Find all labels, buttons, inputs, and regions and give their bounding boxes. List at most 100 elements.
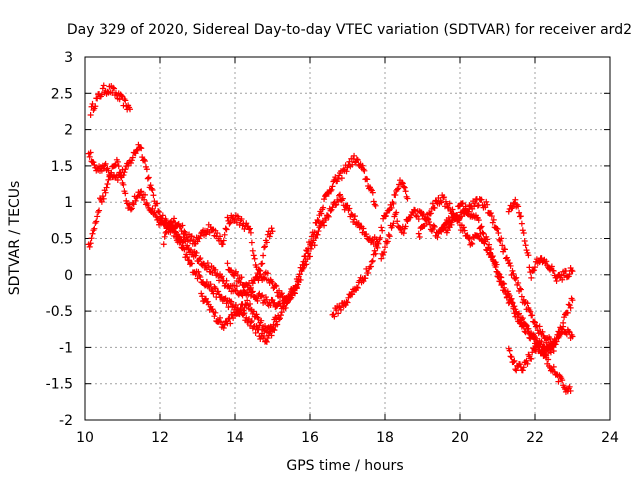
x-tick-label: 18 <box>376 430 394 446</box>
data-point <box>395 185 402 192</box>
data-point <box>91 161 98 168</box>
data-point <box>269 228 276 235</box>
data-point <box>416 234 423 241</box>
data-point <box>379 227 386 234</box>
data-point <box>273 283 280 290</box>
data-point <box>415 216 422 223</box>
data-point <box>278 290 285 297</box>
data-point <box>351 152 358 159</box>
data-point <box>335 310 342 317</box>
data-point <box>369 189 376 196</box>
data-point <box>532 319 538 326</box>
data-point <box>147 182 154 189</box>
data-point <box>518 220 525 227</box>
data-point <box>400 230 407 237</box>
data-point <box>336 192 343 199</box>
data-point <box>227 219 234 226</box>
data-point <box>404 195 411 202</box>
data-point <box>159 212 166 219</box>
data-point <box>348 211 355 218</box>
data-point <box>352 213 358 220</box>
data-point <box>87 240 94 247</box>
y-tick-label: 1 <box>64 195 73 211</box>
data-point <box>198 290 205 297</box>
data-point <box>415 230 422 237</box>
data-point <box>531 318 538 325</box>
data-point <box>501 284 508 291</box>
data-point <box>469 240 476 247</box>
data-point <box>519 367 526 374</box>
data-point <box>228 298 235 305</box>
data-point <box>217 274 224 281</box>
data-point <box>314 217 321 224</box>
data-point <box>260 274 267 281</box>
data-point <box>250 323 257 330</box>
data-point <box>510 303 517 310</box>
data-point <box>386 233 393 240</box>
data-point <box>261 244 268 251</box>
data-point <box>538 338 545 345</box>
data-point <box>523 247 530 254</box>
data-point <box>247 300 253 307</box>
data-point <box>266 233 273 240</box>
data-point <box>355 220 362 227</box>
data-point <box>148 185 155 192</box>
data-point <box>337 191 343 198</box>
data-point <box>141 156 148 163</box>
data-point <box>86 243 93 250</box>
data-point <box>122 97 129 104</box>
data-point <box>236 221 243 228</box>
data-point <box>528 274 535 281</box>
data-point <box>263 329 270 336</box>
data-point <box>320 204 327 211</box>
data-point <box>128 157 135 164</box>
data-point <box>156 208 163 215</box>
data-point <box>115 163 122 170</box>
data-point <box>547 349 554 356</box>
data-point <box>513 274 520 281</box>
data-point <box>92 219 99 226</box>
data-point <box>238 274 245 281</box>
data-point <box>372 250 379 257</box>
data-point <box>312 235 319 242</box>
data-point <box>514 311 521 318</box>
data-point <box>365 269 372 276</box>
data-point <box>478 196 485 203</box>
data-point <box>393 209 400 216</box>
data-point <box>202 231 209 238</box>
data-point <box>130 201 137 208</box>
y-tick-label: 1.5 <box>51 159 73 175</box>
data-point <box>86 153 93 160</box>
data-point <box>520 230 527 237</box>
data-point <box>506 347 513 354</box>
x-tick-label: 14 <box>226 430 244 446</box>
data-point <box>248 289 255 296</box>
data-point <box>111 85 118 92</box>
data-point <box>372 202 379 209</box>
chart-title: Day 329 of 2020, Sidereal Day-to-day VTE… <box>67 22 632 38</box>
data-point <box>295 279 302 286</box>
data-point <box>445 223 452 230</box>
data-point <box>497 238 504 245</box>
data-point <box>517 213 524 220</box>
data-point <box>205 264 212 271</box>
data-point <box>241 310 248 317</box>
data-point <box>498 274 505 281</box>
data-point <box>465 234 472 241</box>
data-point <box>384 238 391 245</box>
data-point <box>509 267 516 274</box>
data-point <box>361 167 368 174</box>
data-point <box>255 326 262 333</box>
data-point <box>543 258 550 265</box>
data-point <box>458 213 465 220</box>
data-point <box>314 231 321 238</box>
data-point <box>210 290 217 297</box>
data-point <box>311 242 318 249</box>
data-point <box>321 196 328 203</box>
data-point <box>188 233 195 240</box>
data-point <box>394 186 401 193</box>
data-point <box>344 202 351 209</box>
data-point <box>294 278 301 285</box>
data-point <box>307 245 314 252</box>
data-point <box>105 176 112 183</box>
